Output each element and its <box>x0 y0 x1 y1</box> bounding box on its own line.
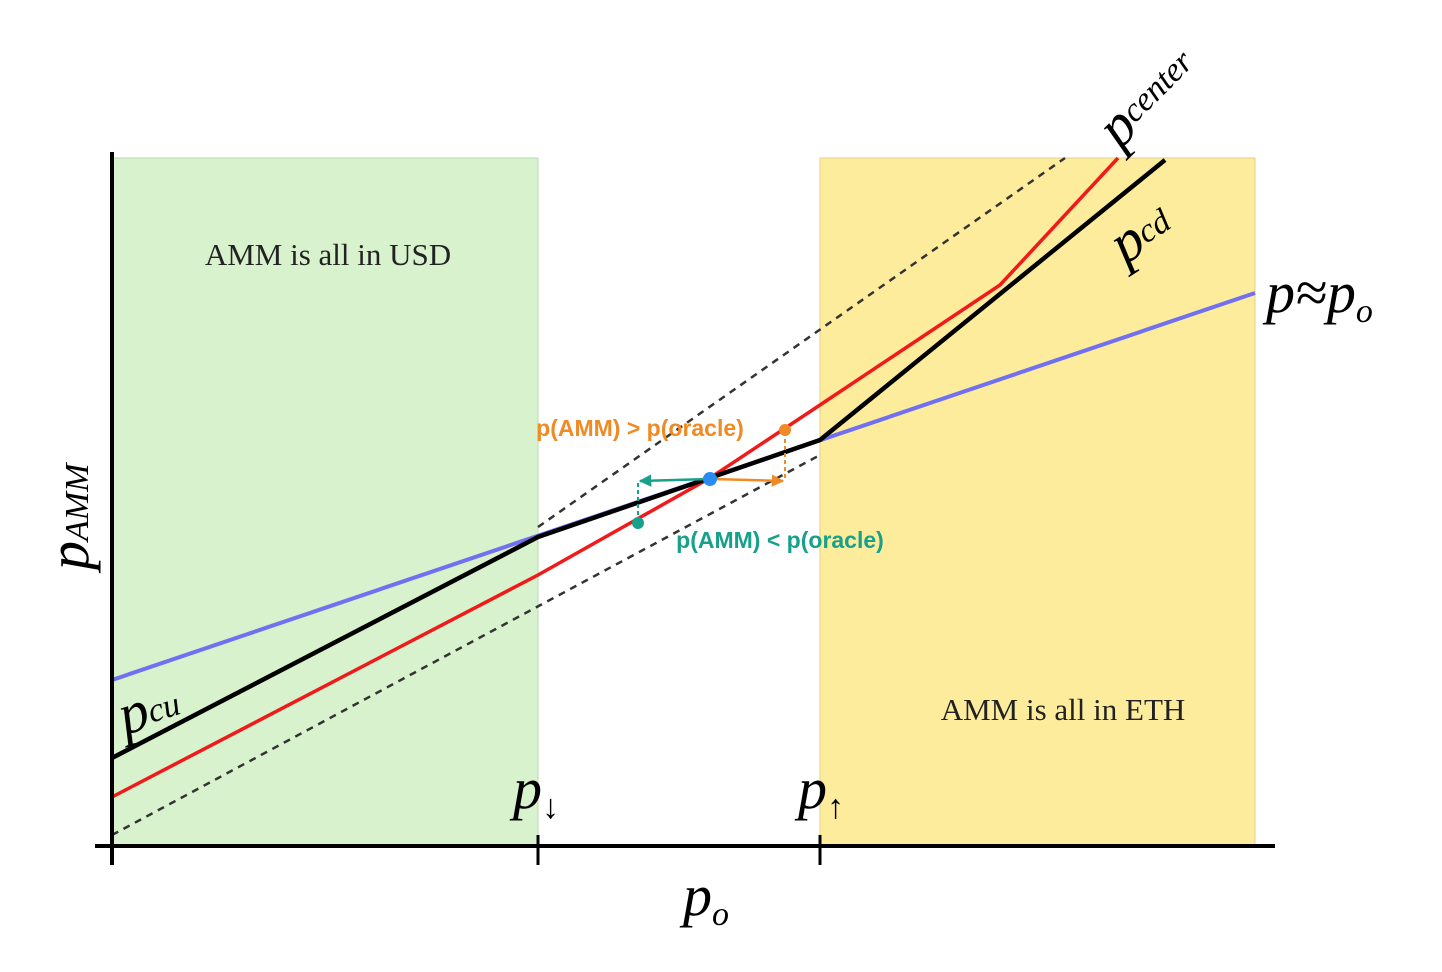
label-part: o <box>712 896 729 933</box>
x-axis-label: po <box>679 863 729 933</box>
label-part: ↑ <box>827 789 844 826</box>
point <box>632 517 644 529</box>
arrow <box>711 474 785 487</box>
eth-region <box>819 157 1256 846</box>
marker-label: p↓ <box>509 756 559 826</box>
point <box>779 424 791 436</box>
usd-region <box>111 157 539 846</box>
label-part: AMM <box>59 462 96 543</box>
annotation: p(AMM) > p(oracle) <box>536 415 744 441</box>
dashed-line <box>111 453 821 837</box>
label-part: p <box>679 863 712 928</box>
marker-label: p↑ <box>794 756 844 826</box>
black-curve <box>110 158 1167 760</box>
dashed-line <box>537 156 1066 529</box>
label-part: center <box>1114 43 1201 130</box>
label-part: p <box>36 541 101 574</box>
y-axis-label: pAMM <box>36 462 101 574</box>
curve-label: p≈po <box>1262 260 1373 330</box>
annotation: p(AMM) < p(oracle) <box>676 527 884 553</box>
label-part: o <box>1356 293 1373 330</box>
region-label: AMM is all in ETH <box>941 692 1186 727</box>
label-part: p <box>509 756 542 821</box>
label-part: ↓ <box>542 789 559 826</box>
point <box>703 472 717 486</box>
label-part: p≈p <box>1262 260 1356 325</box>
curve-label: pcenter <box>1080 32 1210 162</box>
label-part: p <box>794 756 827 821</box>
arrow <box>638 474 711 487</box>
red-curve <box>111 156 1120 799</box>
region-label: AMM is all in USD <box>205 237 451 272</box>
